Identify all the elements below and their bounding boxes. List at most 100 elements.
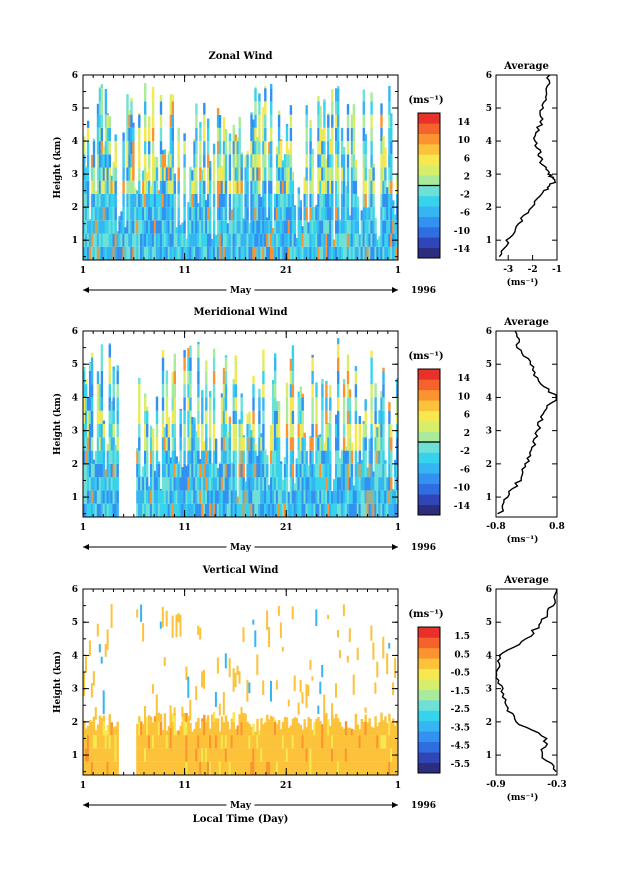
heatmap-cell (346, 193, 350, 208)
heatmap-cell (291, 397, 295, 411)
heatmap-cell (335, 477, 338, 491)
heatmap-cell (142, 207, 145, 221)
heatmap-cell (122, 167, 125, 181)
heatmap-cell (354, 193, 358, 208)
heatmap-cell (244, 721, 247, 736)
heatmap-cell (185, 465, 188, 478)
heatmap-cell (274, 450, 277, 464)
heatmap-cell (173, 503, 176, 517)
heatmap-cell (337, 220, 340, 234)
heatmap-cell (337, 463, 340, 478)
heatmap-cell (151, 437, 155, 451)
heatmap-cell (195, 735, 198, 749)
heatmap-cell (331, 748, 334, 762)
heatmap-cell (187, 220, 190, 234)
heatmap-cell (116, 384, 119, 398)
heatmap-cell (275, 724, 279, 736)
heatmap-cell (212, 490, 216, 504)
heatmap-cell (128, 154, 131, 168)
heatmap-cell (315, 748, 318, 762)
heatmap-cell (83, 141, 86, 155)
heatmap-cell (315, 220, 318, 234)
heatmap-cell (335, 207, 338, 221)
heatmap-cell (155, 180, 159, 194)
heatmap-cell (100, 397, 104, 411)
heatmap-cell (169, 141, 172, 155)
heatmap-cell (92, 220, 96, 234)
heatmap-cell (224, 653, 227, 669)
y-tick-label: 3 (72, 170, 78, 180)
heatmap-cell (384, 490, 387, 504)
heatmap-cell (199, 627, 202, 640)
heatmap-cell (301, 692, 304, 704)
heatmap-cell (238, 450, 241, 464)
heatmap-cell (333, 718, 336, 722)
heatmap-cell (96, 397, 100, 411)
heatmap-cell (159, 101, 163, 115)
heatmap-cell (335, 141, 338, 155)
heatmap-cell (283, 463, 287, 478)
heatmap-cell (337, 735, 340, 749)
heatmap-cell (106, 220, 109, 234)
heatmap-cell (102, 167, 106, 181)
heatmap-cell (270, 167, 273, 181)
heatmap-cell (258, 424, 261, 438)
heatmap-cell (348, 490, 352, 504)
heatmap-cell (275, 490, 279, 504)
heatmap-cell (151, 477, 155, 491)
heatmap-cell (311, 357, 314, 371)
heatmap-cell (183, 490, 186, 504)
heatmap-cell (380, 114, 383, 128)
heatmap-cell (100, 490, 104, 504)
heatmap-cell (350, 167, 354, 181)
heatmap-cell (291, 477, 295, 491)
heatmap-cell (207, 180, 210, 194)
heatmap-cell (275, 450, 279, 464)
heatmap-cell (112, 246, 115, 260)
heatmap-cell (350, 127, 354, 142)
heatmap-cell (153, 207, 157, 221)
heatmap-cell (90, 193, 94, 208)
heatmap-cell (262, 735, 265, 749)
heatmap-cell (114, 180, 117, 194)
heatmap-cell (98, 180, 102, 194)
heatmap-cell (342, 379, 346, 385)
heatmap-cell (350, 220, 354, 234)
heatmap-cell (340, 449, 344, 451)
heatmap-cell (224, 129, 228, 142)
heatmap-cell (295, 490, 298, 504)
colorbar-swatch (418, 752, 440, 763)
heatmap-cell (85, 761, 88, 775)
heatmap-cell (287, 727, 291, 736)
heatmap-cell (104, 101, 108, 115)
heatmap-cell (136, 207, 139, 221)
heatmap-cell (323, 477, 326, 491)
heatmap-cell (216, 167, 220, 181)
heatmap-cell (338, 246, 342, 260)
heatmap-cell (319, 721, 322, 736)
heatmap-cell (311, 477, 314, 491)
heatmap-cell (104, 127, 108, 142)
heatmap-cell (272, 397, 275, 411)
heatmap-cell (321, 424, 324, 438)
heatmap-cell (83, 397, 86, 411)
heatmap-cell (165, 167, 169, 181)
heatmap-cell (138, 246, 141, 260)
heatmap-cell (348, 761, 352, 775)
colorbar-tick-label: -14 (454, 245, 470, 255)
heatmap-cell (155, 220, 159, 234)
heatmap-cell (337, 101, 340, 115)
x-tick-label: 1 (80, 523, 86, 533)
heatmap-cell (108, 220, 111, 234)
heatmap-cell (216, 490, 220, 504)
heatmap-cell (108, 193, 111, 208)
average-y-tick-label: 2 (486, 460, 492, 470)
heatmap-cell (224, 233, 228, 247)
heatmap-cell (177, 167, 180, 181)
heatmap-cell (327, 114, 330, 128)
heatmap-cell (177, 761, 180, 775)
heatmap-cell (248, 424, 251, 438)
heatmap-cell (277, 154, 281, 168)
heatmap-cell (187, 463, 190, 478)
heatmap-cell (201, 246, 204, 260)
